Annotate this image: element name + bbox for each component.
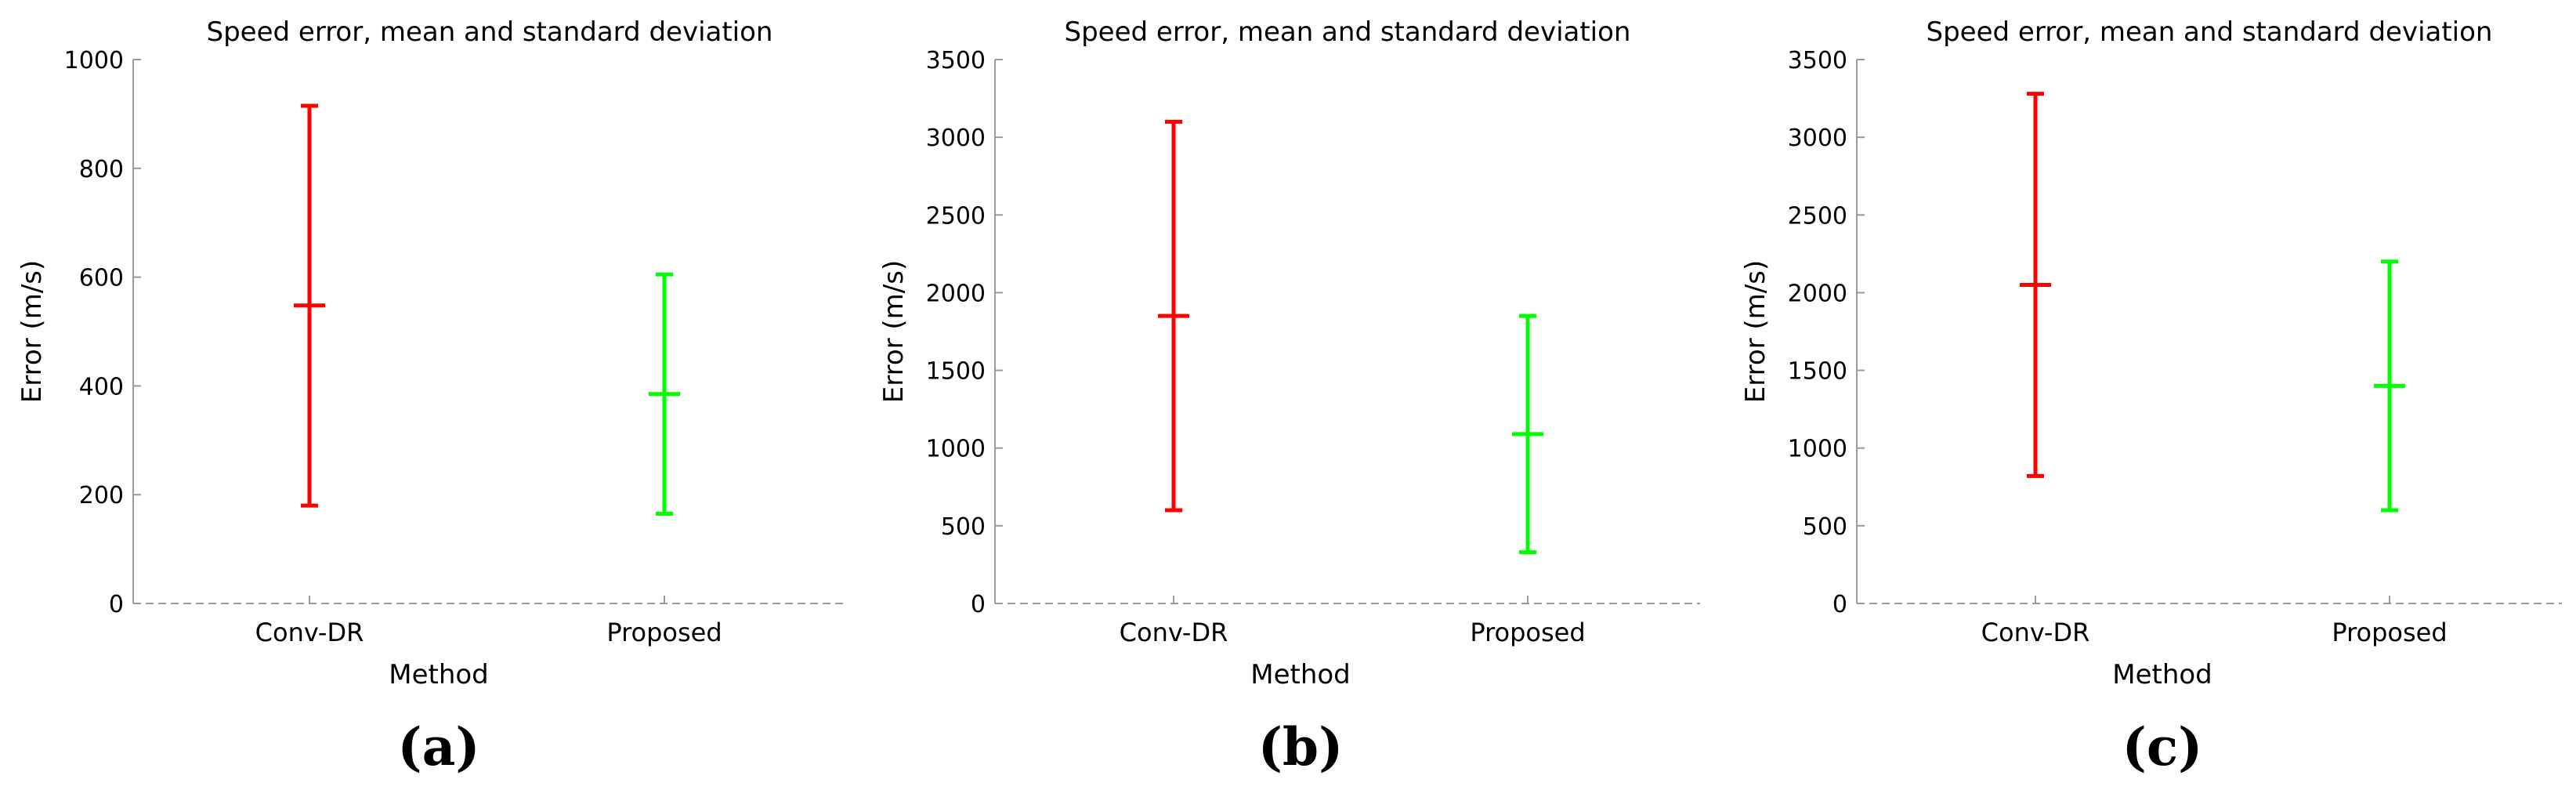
x-tick-label: Proposed: [606, 618, 722, 647]
y-tick-label: 1500: [926, 358, 986, 386]
chart-panel-3: Speed error, mean and standard deviation…: [1740, 16, 2562, 777]
y-tick-label: 500: [1803, 513, 1847, 541]
y-tick-label: 0: [1833, 591, 1847, 618]
x-tick-label: Conv-DR: [1981, 618, 2090, 647]
y-tick-label: 1500: [1788, 358, 1847, 386]
x-tick-label: Proposed: [2332, 618, 2447, 647]
y-tick-label: 800: [79, 156, 124, 183]
error-bar: [649, 272, 680, 516]
y-tick-label: 3000: [926, 125, 986, 152]
y-tick-label: 2500: [1788, 202, 1847, 230]
y-axis-label: Error (m/s): [16, 260, 48, 404]
x-tick-label: Proposed: [1470, 618, 1585, 647]
y-tick-label: 2000: [1788, 280, 1847, 307]
y-tick-label: 200: [79, 482, 124, 509]
panel-label: (c): [2122, 716, 2203, 777]
y-tick-label: 400: [79, 373, 124, 400]
y-tick-label: 1000: [1788, 436, 1847, 463]
x-tick-label: Conv-DR: [1120, 618, 1228, 647]
chart-panel-2: Speed error, mean and standard deviation…: [878, 16, 1700, 777]
x-axis-label: Method: [389, 659, 489, 690]
y-axis-label: Error (m/s): [1740, 260, 1771, 404]
y-tick-label: 3500: [1788, 47, 1847, 74]
y-tick-label: 600: [79, 265, 124, 292]
chart-title: Speed error, mean and standard deviation: [1065, 16, 1631, 48]
x-axis-label: Method: [1250, 659, 1351, 690]
x-axis-label: Method: [2112, 659, 2212, 690]
error-bar: [294, 103, 325, 508]
y-tick-label: 500: [941, 513, 986, 541]
x-tick-label: Conv-DR: [255, 618, 364, 647]
y-tick-label: 0: [109, 591, 124, 618]
error-bar: [1158, 119, 1189, 513]
error-bar: [1512, 313, 1543, 555]
y-tick-label: 1000: [64, 47, 124, 74]
y-tick-label: 2000: [926, 280, 986, 307]
y-tick-label: 1000: [926, 436, 986, 463]
chart-title: Speed error, mean and standard deviation: [1927, 16, 2493, 48]
panel-label: (b): [1258, 716, 1344, 777]
panel-label: (a): [397, 716, 479, 777]
error-bar: [2020, 92, 2051, 478]
y-tick-label: 3500: [926, 47, 986, 74]
y-tick-label: 3000: [1788, 125, 1847, 152]
error-bar: [2374, 259, 2405, 513]
chart-panel-1: Speed error, mean and standard deviation…: [16, 16, 846, 777]
y-axis-label: Error (m/s): [878, 260, 910, 404]
chart-title: Speed error, mean and standard deviation: [207, 16, 773, 48]
y-tick-label: 0: [971, 591, 986, 618]
y-tick-label: 2500: [926, 202, 986, 230]
